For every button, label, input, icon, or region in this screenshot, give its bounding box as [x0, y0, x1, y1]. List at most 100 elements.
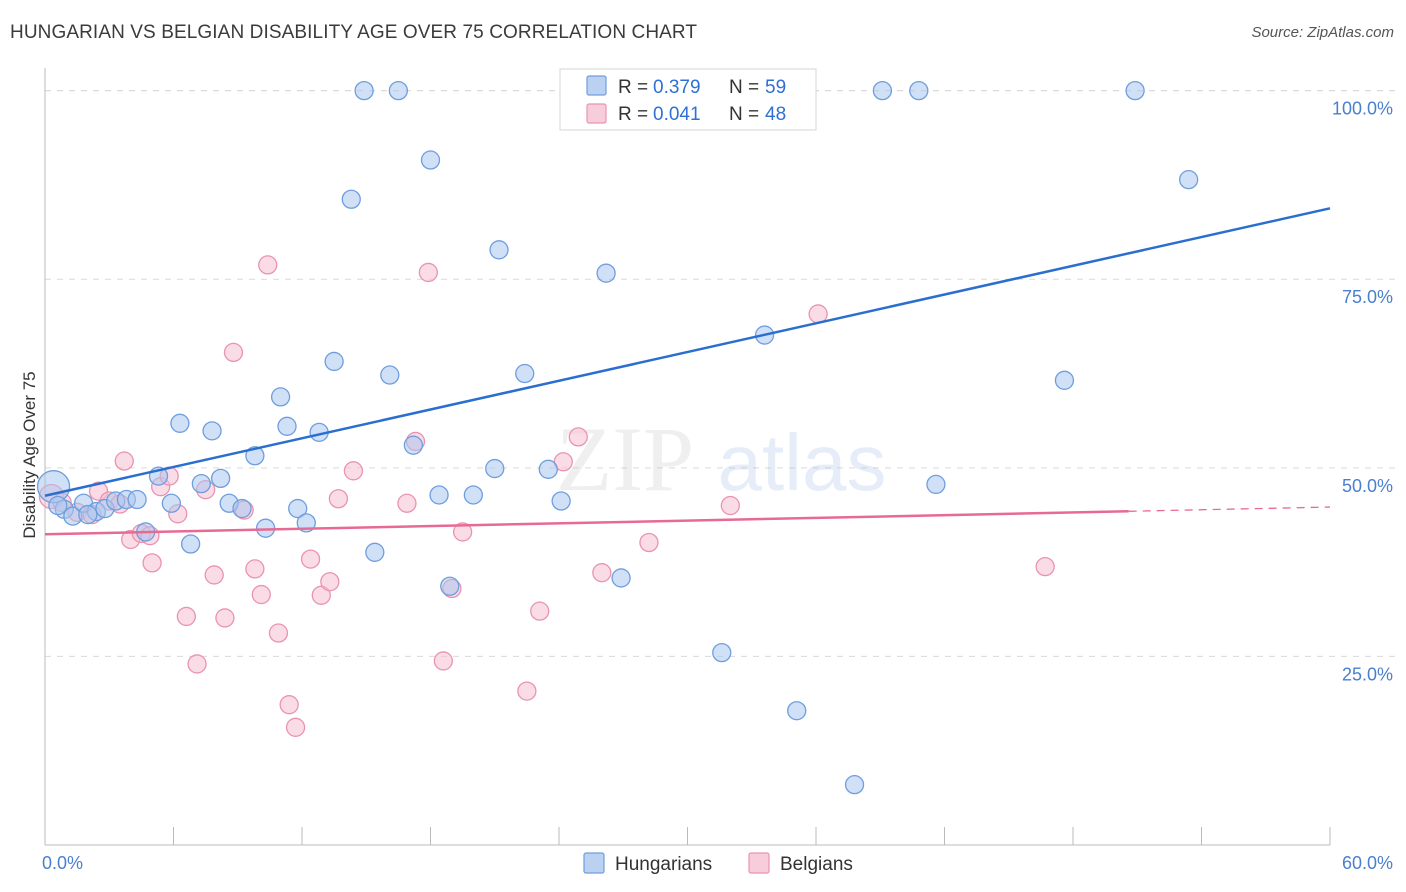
hungarian-point: [365, 542, 385, 562]
belgian-point: [433, 651, 454, 671]
hungarian-point: [712, 642, 732, 663]
belgian-point: [397, 493, 417, 513]
hungarian-point: [463, 485, 483, 505]
hungarian-point: [485, 458, 505, 479]
watermark-atlas: atlas: [718, 418, 887, 507]
hungarian-point: [611, 568, 631, 588]
hungarian-trend-line: [44, 207, 1331, 497]
belgian-point: [300, 549, 321, 569]
belgian-point: [517, 681, 537, 701]
hungarian-point: [515, 363, 535, 384]
legend-n-label-1: N =: [729, 77, 759, 98]
hungarian-point: [245, 446, 265, 466]
belgian-point: [279, 695, 299, 715]
hungarian-point: [403, 435, 424, 455]
hungarian-point: [1054, 370, 1075, 390]
legend-swatch-hungarian: [586, 75, 607, 96]
x-tick-label-max: 60.0%: [1342, 853, 1393, 873]
hungarian-point: [170, 413, 190, 433]
belgian-point: [568, 427, 588, 447]
belgian-point: [223, 342, 244, 363]
belgian-point: [176, 606, 197, 627]
trend-lines: [44, 207, 1331, 536]
hungarian-point: [909, 80, 929, 101]
belgian-point: [245, 559, 265, 579]
hungarian-point: [232, 498, 252, 519]
belgian-point: [328, 489, 349, 509]
hungarian-point: [489, 240, 509, 260]
bottom-legend-belgians: Belgians: [780, 854, 853, 875]
belgian-point: [142, 553, 162, 573]
hungarian-point: [926, 474, 946, 495]
hungarian-point: [191, 474, 211, 494]
belgian-point: [320, 572, 340, 592]
belgian-trend-line: [44, 510, 1129, 536]
belgian-points: [38, 255, 1055, 737]
belgian-point: [187, 654, 207, 674]
hungarian-point: [1125, 80, 1145, 101]
belgian-trend-extension: [1128, 506, 1331, 512]
hungarian-point: [180, 534, 201, 554]
hungarian-point: [787, 701, 807, 721]
belgian-point: [311, 585, 331, 605]
hungarian-point: [872, 80, 893, 101]
series-legend: Hungarians Belgians: [583, 852, 853, 875]
legend-r-value-1: 0.379: [653, 77, 701, 98]
hungarian-point: [420, 150, 441, 170]
belgian-point: [204, 565, 224, 585]
legend-r-label-1: R =: [618, 77, 648, 98]
legend-r-value-2: 0.041: [653, 104, 701, 125]
y-tick-label: 100.0%: [1332, 99, 1393, 119]
belgian-point: [639, 532, 659, 553]
legend-n-value-1: 59: [765, 77, 786, 98]
hungarian-point: [48, 495, 68, 516]
hungarian-point: [551, 491, 571, 511]
belgian-point: [530, 601, 550, 621]
stats-legend: R = 0.379 N = 59 R = 0.041 N = 48: [559, 68, 817, 131]
belgian-point: [1035, 556, 1055, 577]
belgian-point: [592, 563, 612, 583]
hungarian-point: [324, 351, 344, 372]
bottom-legend-swatch-belgians: [748, 852, 770, 874]
bottom-legend-swatch-hungarians: [583, 852, 605, 874]
belgian-point: [268, 623, 289, 643]
y-axis-label: Disability Age Over 75: [20, 371, 39, 538]
hungarian-point: [341, 189, 361, 209]
y-tick-label: 75.0%: [1342, 287, 1393, 307]
watermark-zip: ZIP: [556, 408, 694, 510]
x-tick-label-min: 0.0%: [42, 853, 83, 873]
chart-title: HUNGARIAN VS BELGIAN DISABILITY AGE OVER…: [10, 22, 698, 43]
hungarian-point: [440, 576, 460, 596]
watermark: ZIP atlas: [556, 408, 886, 510]
tick-labels: 25.0% 50.0% 75.0% 100.0% 0.0% 60.0%: [42, 99, 1393, 873]
belgian-point: [258, 255, 278, 275]
hungarian-point: [844, 775, 865, 795]
legend-r-label-2: R =: [618, 104, 648, 125]
axes: [44, 68, 1331, 846]
hungarian-point: [354, 80, 374, 101]
hungarian-point: [161, 493, 182, 513]
belgian-point: [285, 717, 306, 737]
hungarian-point: [288, 498, 308, 519]
hungarian-points: [36, 80, 1199, 795]
legend-swatch-belgian: [586, 103, 607, 124]
hungarian-point: [596, 263, 616, 283]
y-tick-label: 25.0%: [1342, 664, 1393, 684]
belgian-point: [114, 451, 134, 471]
belgian-point: [418, 262, 439, 283]
legend-n-label-2: N =: [729, 104, 759, 125]
hungarian-point: [380, 365, 400, 385]
hungarian-point: [210, 468, 231, 489]
hungarian-point: [388, 80, 409, 101]
belgian-point: [452, 522, 473, 542]
belgian-point: [251, 584, 271, 605]
hungarian-point: [78, 504, 98, 525]
belgian-point: [215, 608, 235, 628]
y-tick-label: 50.0%: [1342, 476, 1393, 496]
hungarian-point: [202, 421, 222, 441]
hungarian-point: [1179, 169, 1199, 190]
hungarian-point: [429, 485, 449, 505]
hungarian-point: [270, 387, 291, 407]
hungarian-point: [538, 459, 558, 479]
